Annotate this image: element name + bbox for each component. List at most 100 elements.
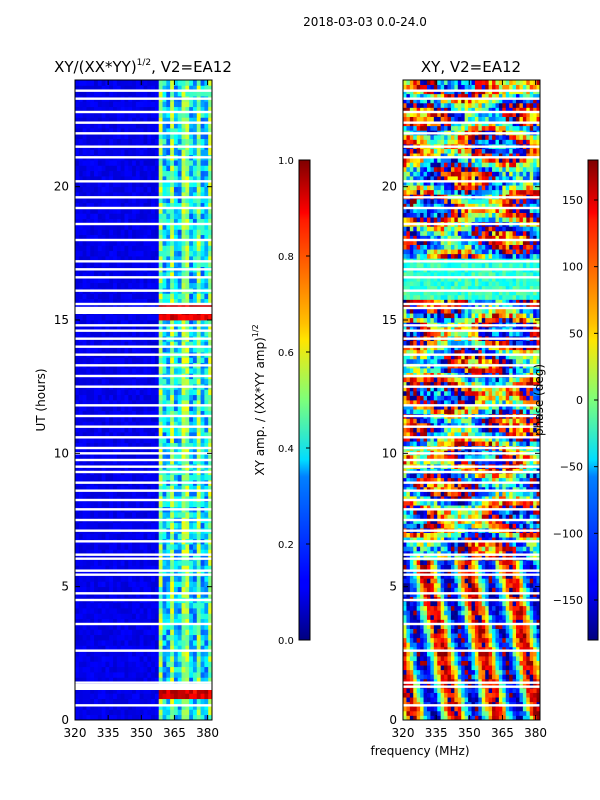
- amplitude-cell: [166, 704, 171, 710]
- amplitude-cell: [147, 314, 152, 321]
- amplitude-cell: [94, 650, 99, 657]
- amplitude-cell: [196, 272, 201, 278]
- amplitude-cell: [196, 624, 201, 630]
- amplitude-cell: [90, 485, 95, 492]
- amplitude-cell: [94, 106, 99, 113]
- amplitude-cell: [90, 426, 95, 433]
- amplitude-cell: [173, 709, 179, 716]
- phase-cell: [440, 706, 445, 712]
- phase-cell: [526, 697, 531, 703]
- amplitude-flagged-row: [75, 145, 212, 148]
- amplitude-cell: [82, 224, 87, 230]
- amplitude-cell: [154, 677, 160, 684]
- amplitude-cell: [143, 608, 148, 614]
- phase-cell: [416, 674, 421, 680]
- amplitude-cell: [151, 394, 156, 401]
- amplitude-cell: [151, 213, 156, 220]
- amplitude-cell: [158, 389, 163, 396]
- amplitude-cell: [128, 421, 133, 428]
- amplitude-cell: [135, 677, 141, 684]
- amplitude-cell: [158, 160, 163, 166]
- amplitude-cell: [116, 704, 122, 710]
- amplitude-cell: [166, 677, 171, 684]
- amplitude-cell: [78, 522, 84, 529]
- phase-cell: [406, 656, 411, 661]
- amplitude-cell: [113, 453, 118, 460]
- amplitude-cell: [170, 165, 175, 172]
- amplitude-cell: [97, 261, 103, 268]
- amplitude-cell: [94, 165, 99, 172]
- amplitude-cell: [135, 346, 141, 353]
- amplitude-cell: [82, 149, 87, 156]
- amplitude-cell: [196, 677, 201, 684]
- amplitude-cell: [170, 320, 175, 326]
- amplitude-cell: [158, 192, 163, 198]
- amplitude-cell: [200, 501, 205, 508]
- amplitude-cell: [204, 229, 209, 236]
- amplitude-cell: [105, 544, 110, 550]
- amplitude-cell: [105, 602, 110, 609]
- amplitude-cell: [196, 378, 201, 385]
- amplitude-cell: [147, 624, 152, 630]
- amplitude-cell: [82, 256, 87, 262]
- amplitude-cell: [90, 613, 95, 620]
- amplitude-cell: [94, 581, 99, 588]
- amplitude-cell: [120, 645, 125, 652]
- phase-cell: [474, 656, 479, 661]
- amplitude-cell: [158, 357, 163, 364]
- amplitude-cell: [208, 650, 212, 657]
- amplitude-cell: [116, 389, 122, 396]
- amplitude-cell: [139, 485, 144, 492]
- phase-cell: [413, 678, 418, 684]
- amplitude-cell: [105, 202, 110, 209]
- amplitude-cell: [158, 437, 163, 444]
- phase-cell: [413, 697, 418, 703]
- amplitude-cell: [154, 320, 160, 326]
- phase-cell: [502, 678, 507, 684]
- amplitude-cell: [101, 410, 106, 417]
- amplitude-cell: [139, 709, 144, 716]
- amplitude-cell: [97, 176, 103, 182]
- amplitude-cell: [116, 405, 122, 412]
- amplitude-cell: [196, 85, 201, 92]
- amplitude-cell: [208, 608, 212, 614]
- amplitude-cell: [75, 240, 80, 246]
- amplitude-cell: [204, 437, 209, 444]
- amplitude-cell: [128, 656, 133, 662]
- amplitude-cell: [113, 432, 118, 438]
- amplitude-cell: [154, 560, 160, 566]
- amplitude-cell: [185, 709, 190, 716]
- amplitude-cell: [105, 640, 110, 646]
- amplitude-cell: [86, 640, 91, 646]
- amplitude-cell: [170, 122, 175, 129]
- amplitude-cell: [75, 677, 80, 684]
- amplitude-cell: [154, 645, 160, 652]
- amplitude-cell: [166, 581, 171, 588]
- amplitude-cell: [185, 256, 190, 262]
- amplitude-cell: [154, 714, 160, 720]
- amplitude-cell: [120, 576, 125, 582]
- phase-cell: [488, 678, 493, 684]
- amplitude-cell: [162, 389, 167, 396]
- amplitude-cell: [200, 666, 205, 673]
- amplitude-cell: [94, 522, 99, 529]
- amplitude-cell: [196, 656, 201, 662]
- amplitude-cell: [101, 602, 106, 609]
- amplitude-cell: [208, 474, 212, 481]
- amplitude-cell: [162, 634, 167, 641]
- amplitude-cell: [177, 368, 182, 374]
- amplitude-cell: [139, 533, 144, 540]
- amplitude-cell: [124, 453, 129, 460]
- amplitude-cell: [124, 202, 129, 209]
- amplitude-cell: [116, 512, 122, 518]
- amplitude-cell: [166, 218, 171, 225]
- amplitude-cell: [78, 426, 84, 433]
- amplitude-cell: [78, 533, 84, 540]
- amplitude-cell: [154, 512, 160, 518]
- amplitude-cell: [147, 389, 152, 396]
- amplitude-cell: [90, 693, 95, 700]
- amplitude-cell: [97, 709, 103, 716]
- amplitude-cell: [181, 208, 186, 214]
- amplitude-cell: [75, 101, 80, 108]
- amplitude-cell: [78, 394, 84, 401]
